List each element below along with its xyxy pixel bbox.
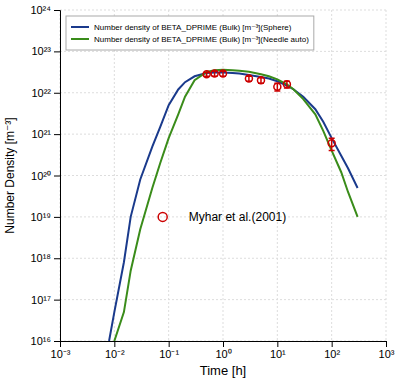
x-tick: 10³ [379, 341, 395, 360]
legend-entry: Myhar et al.(2001) [158, 210, 286, 224]
x-tick: 10⁻³ [51, 341, 71, 360]
y-tick-label: 10¹⁷ [31, 294, 51, 306]
y-tick: 10¹⁷ [31, 294, 60, 306]
y-tick-label: 10¹⁶ [31, 335, 51, 347]
marks [109, 70, 358, 341]
y-tick-label: 10²⁴ [30, 4, 51, 16]
y-tick-mark [54, 51, 60, 52]
y-tick: 10²³ [31, 45, 60, 57]
point [274, 83, 281, 90]
grid [60, 10, 386, 341]
error-bar [284, 81, 290, 88]
y-grid-line [60, 258, 386, 259]
y-grid-line [60, 92, 386, 93]
x-tick-label: 10⁻² [105, 348, 125, 360]
y-grid-line [60, 175, 386, 176]
point [257, 77, 264, 84]
y-tick: 10²⁴ [30, 4, 60, 16]
point [328, 140, 335, 147]
y-tick-label: 10²² [31, 87, 51, 99]
y-tick-mark [54, 93, 60, 94]
y-tick: 10²⁰ [31, 170, 60, 182]
y-tick: 10¹⁶ [31, 335, 60, 347]
y-tick-label: 10²¹ [31, 128, 51, 140]
x-axis-line [61, 342, 387, 348]
x-tick-label: 10⁰ [215, 348, 231, 360]
error-bar [204, 72, 210, 76]
x-tick: 10⁻¹ [159, 341, 179, 360]
y-tick-mark [54, 258, 60, 259]
legend-swatch [71, 26, 89, 28]
chart: 10⁻³ 10⁻² 10⁻¹ 10⁰ 10¹ 10² 10³ 10¹⁶ 10¹⁷ 10¹⁸ 10¹⁹… [0, 0, 400, 383]
x-axis-title: Time [h] [200, 363, 246, 378]
y-grid-line [60, 51, 386, 52]
legend-box [66, 16, 314, 50]
y-tick-label: 10²³ [31, 45, 51, 57]
x-grid-line [223, 10, 224, 341]
legend-label: Myhar et al.(2001) [189, 210, 286, 224]
y-tick-mark [54, 217, 60, 218]
legend-label: Number density of BETA_DPRIME (Bulk) [m⁻… [94, 35, 309, 44]
x-tick: 10² [324, 341, 340, 360]
y-tick-mark [54, 10, 60, 11]
x-tick-mark [277, 341, 278, 347]
y-tick: 10¹⁹ [30, 211, 60, 223]
x-tick-label: 10⁻¹ [159, 348, 179, 360]
legend: Number density of BETA_DPRIME (Bulk) [m⁻… [66, 16, 314, 50]
y-tick-mark [54, 300, 60, 301]
error-bar [329, 138, 335, 150]
legend-swatch [71, 38, 89, 40]
y-axis-title: Number Density [m⁻³] [3, 117, 17, 233]
y-tick-label: 10²⁰ [31, 170, 51, 182]
y-tick-mark [54, 134, 60, 135]
y-tick-mark [54, 176, 60, 177]
point [245, 75, 252, 82]
x-tick-mark [223, 341, 224, 347]
point [211, 70, 218, 77]
y-grid-line [60, 299, 386, 300]
error-bar [274, 83, 280, 91]
y-tick: 10¹⁸ [30, 252, 60, 264]
y-axis-line [54, 11, 61, 342]
y-axis: 10¹⁶ 10¹⁷ 10¹⁸ 10¹⁹ 10²⁰ 10²¹ 10²² 10²³ 10²⁴ [30, 4, 60, 347]
x-tick-label: 10¹ [270, 348, 286, 360]
x-tick-label: 10³ [379, 348, 395, 360]
point [220, 70, 227, 77]
x-tick-mark [114, 341, 115, 347]
y-grid-line [60, 10, 386, 11]
x-tick: 10⁻² [105, 341, 125, 360]
y-tick: 10²² [31, 87, 60, 99]
x-tick-label: 10² [324, 348, 340, 360]
y-tick: 10²¹ [31, 128, 60, 140]
plot: 10⁻³ 10⁻² 10⁻¹ 10⁰ 10¹ 10² 10³ 10¹⁶ 10¹⁷ 10¹⁸ 10¹⁹… [30, 4, 394, 360]
legend-swatch [158, 212, 167, 221]
point [203, 71, 210, 78]
y-tick-mark [54, 341, 60, 342]
error-bar [258, 78, 264, 83]
x-axis: 10⁻³ 10⁻² 10⁻¹ 10⁰ 10¹ 10² 10³ [51, 341, 395, 360]
x-tick: 10¹ [270, 341, 286, 360]
point [283, 81, 290, 88]
x-tick-mark [386, 341, 387, 347]
line [114, 70, 357, 341]
y-tick-label: 10¹⁹ [30, 211, 51, 223]
x-tick-mark [169, 341, 170, 347]
y-tick-label: 10¹⁸ [30, 252, 51, 264]
y-grid-line [60, 134, 386, 135]
x-tick: 10⁰ [215, 341, 231, 360]
x-tick-label: 10⁻³ [51, 348, 71, 360]
x-tick-mark [332, 341, 333, 347]
legend-label: Number density of BETA_DPRIME (Bulk) [m⁻… [94, 23, 292, 32]
